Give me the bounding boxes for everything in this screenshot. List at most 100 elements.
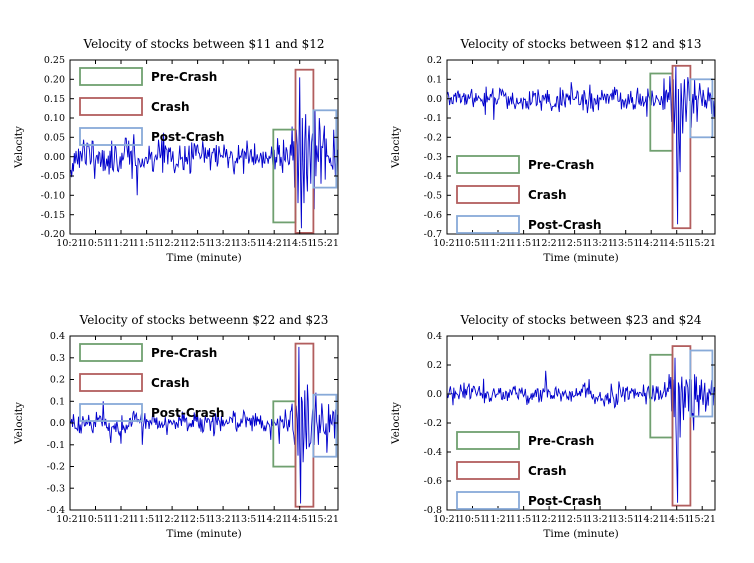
x-tick-label: 11:21 [484,238,511,249]
y-tick-label: -0.4 [424,447,442,458]
legend-label-post-crash: Post-Crash [151,406,224,420]
y-tick-label: 0.10 [44,113,65,124]
x-tick-label: 10:21 [433,238,460,249]
legend-box-post-crash [79,127,143,146]
plot-frame [69,59,339,235]
x-tick-label: 13:21 [586,238,613,249]
x-tick-label: 12:51 [184,238,211,249]
y-tick-label: 0.0 [427,389,442,400]
legend-box-crash [79,97,143,116]
y-tick-label: -0.8 [424,505,442,516]
x-tick-label: 14:21 [261,514,288,525]
x-tick-label: 11:51 [133,238,160,249]
x-tick-label: 10:51 [459,514,486,525]
y-tick-label: 0.2 [427,360,442,371]
region-box-crash [671,64,692,230]
x-axis-label: Time (minute) [543,528,619,540]
plot-frame [69,335,339,511]
data-line [447,357,715,503]
x-tick-label: 14:21 [638,238,665,249]
region-box-post-crash [312,393,338,458]
region-box-post-crash [312,109,338,189]
legend-label-post-crash: Post-Crash [151,130,224,144]
x-tick-label: 12:51 [561,238,588,249]
y-axis-label: Velocity [390,402,402,445]
y-tick-label: -0.1 [47,440,65,451]
x-tick-label: 13:21 [209,238,236,249]
x-tick-label: 13:51 [235,238,262,249]
legend-label-crash: Crash [151,100,190,114]
legend-label-crash: Crash [151,376,190,390]
legend-label-crash: Crash [528,464,567,478]
x-tick-label: 12:21 [158,514,185,525]
legend-box-post-crash [456,491,520,510]
y-tick-label: -0.10 [41,191,65,202]
legend-box-crash [456,185,520,204]
chart-title: Velocity of stocks between $12 and $13 [460,37,702,51]
y-tick-label: -0.2 [47,462,65,473]
x-tick-label: 14:51 [663,238,690,249]
x-tick-label: 12:21 [158,238,185,249]
y-tick-label: 0.20 [44,75,65,86]
legend-label-post-crash: Post-Crash [528,218,601,232]
legend-label-pre-crash: Pre-Crash [528,158,594,172]
y-tick-label: 0.4 [50,331,65,342]
y-tick-label: -0.7 [424,229,442,240]
y-tick-label: 0.00 [44,152,65,163]
data-line [70,77,338,229]
chart-velocity-12-13: 0.2 0.1 0.0 -0.1 -0.2 -0.3 -0.4 -0.5 -0.6 -0.7 10:… [377,8,754,284]
y-axis-label: Velocity [13,126,25,169]
legend-box-pre-crash [456,155,520,174]
y-tick-label: -0.3 [424,152,442,163]
y-tick-label: -0.1 [424,113,442,124]
legend-box-post-crash [456,215,520,234]
x-tick-label: 13:21 [586,514,613,525]
legend-label-pre-crash: Pre-Crash [151,70,217,84]
chart-plot: 0.4 0.2 0.0 -0.2 -0.4 -0.6 -0.810:2110:5111:21… [390,331,716,525]
legend-box-pre-crash [456,431,520,450]
x-tick-label: 14:21 [261,238,288,249]
legend-label-post-crash: Post-Crash [528,494,601,508]
chart-title: Velocity of stocks between $11 and $12 [83,37,325,51]
y-tick-label: 0.05 [44,133,65,144]
x-tick-label: 11:21 [484,514,511,525]
region-box-pre-crash [649,72,674,152]
y-tick-label: -0.6 [424,210,442,221]
x-tick-label: 10:51 [82,238,109,249]
y-tick-label: -0.2 [424,133,442,144]
y-tick-label: 0.15 [44,94,65,105]
y-axis-label: Velocity [390,126,402,169]
chart-plot: 0.4 0.3 0.2 0.1 0.0 -0.1 -0.2 -0.3 -0.410:2110:5… [13,331,339,525]
x-tick-label: 11:51 [133,514,160,525]
data-line [447,65,715,225]
chart-velocity-11-12: 0.25 0.20 0.15 0.10 0.05 0.00 -0.05 -0.10 -0.15 -… [0,8,377,284]
y-tick-label: 0.1 [427,75,442,86]
x-tick-label: 13:51 [235,514,262,525]
y-tick-label: -0.2 [424,418,442,429]
x-tick-label: 12:51 [561,514,588,525]
legend-box-crash [79,373,143,392]
x-tick-label: 11:21 [107,238,134,249]
x-tick-label: 12:51 [184,514,211,525]
chart-plot: 0.20.10.0-0.1-0.2-0.3-0.4-0.5-0.6-0.710:… [390,55,716,249]
y-tick-label: 0.2 [427,55,442,66]
legend-label-pre-crash: Pre-Crash [528,434,594,448]
y-tick-label: 0.0 [50,418,65,429]
x-tick-label: 14:51 [663,514,690,525]
y-tick-label: -0.05 [41,171,65,182]
y-tick-label: -0.3 [47,483,65,494]
x-tick-label: 14:21 [638,514,665,525]
x-tick-label: 13:51 [612,238,639,249]
x-tick-label: 12:21 [535,238,562,249]
legend-box-pre-crash [79,343,143,362]
y-tick-label: 0.25 [44,55,65,66]
y-tick-label: -0.5 [424,191,442,202]
region-box-post-crash [689,349,714,418]
x-tick-label: 15:21 [689,514,716,525]
data-line [70,346,338,504]
plot-frame [446,59,716,235]
x-axis-label: Time (minute) [166,252,242,264]
x-tick-label: 13:51 [612,514,639,525]
x-tick-label: 10:21 [433,514,460,525]
